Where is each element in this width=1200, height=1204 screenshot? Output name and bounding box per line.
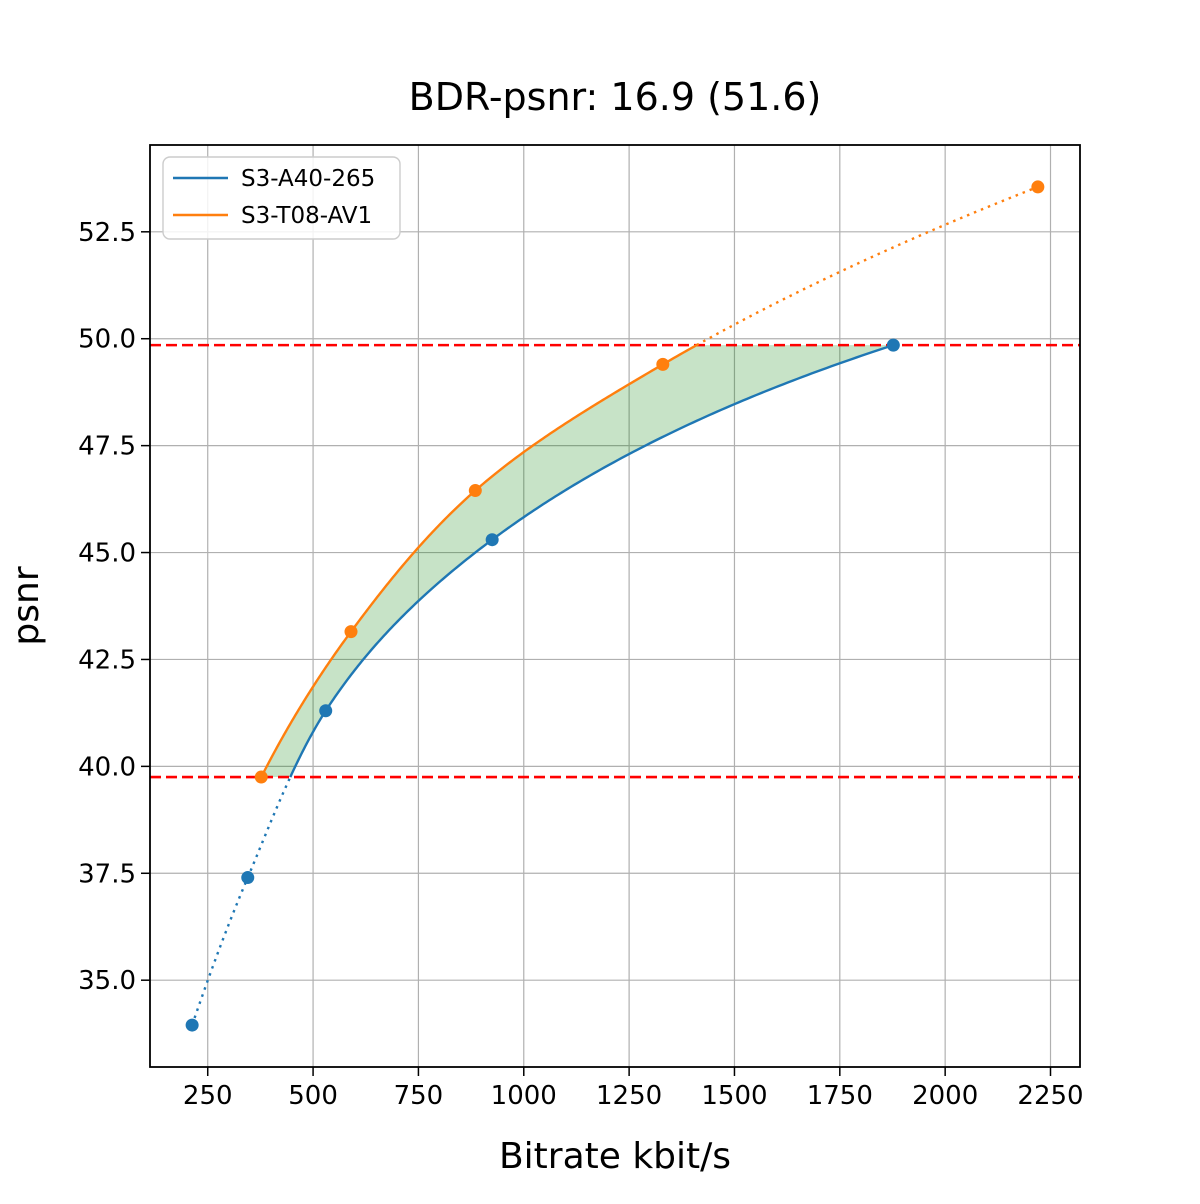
y-tick-label: 52.5 xyxy=(78,218,136,248)
y-tick-label: 45.0 xyxy=(78,539,136,569)
data-point-S3-A40-265 xyxy=(241,871,255,885)
x-tick-label: 1750 xyxy=(807,1081,873,1111)
y-tick-label: 40.0 xyxy=(78,752,136,782)
y-tick-label: 50.0 xyxy=(78,325,136,355)
x-tick-label: 250 xyxy=(183,1081,233,1111)
data-point-S3-T08-AV1 xyxy=(254,770,268,784)
data-point-S3-A40-265 xyxy=(185,1018,199,1032)
y-axis-label: psnr xyxy=(6,566,47,645)
x-axis-label: Bitrate kbit/s xyxy=(499,1136,731,1177)
x-tick-label: 1250 xyxy=(596,1081,662,1111)
data-point-S3-T08-AV1 xyxy=(344,625,358,639)
data-point-S3-A40-265 xyxy=(319,704,333,718)
data-point-S3-T08-AV1 xyxy=(656,357,670,371)
x-tick-label: 2000 xyxy=(912,1081,978,1111)
series-line-S3-T08-AV1 xyxy=(260,344,698,778)
series-line-dotted-S3-A40-265 xyxy=(191,776,292,1026)
x-tick-label: 1000 xyxy=(491,1081,557,1111)
series-line-dotted-S3-T08-AV1 xyxy=(696,185,1039,347)
legend-label-S3-A40-265: S3-A40-265 xyxy=(241,166,375,192)
data-point-S3-T08-AV1 xyxy=(468,484,482,498)
legend-label-S3-T08-AV1: S3-T08-AV1 xyxy=(241,203,372,229)
data-point-S3-T08-AV1 xyxy=(1031,180,1045,194)
x-tick-label: 2250 xyxy=(1017,1081,1083,1111)
data-point-S3-A40-265 xyxy=(485,533,499,547)
y-tick-label: 47.5 xyxy=(78,432,136,462)
y-tick-label: 35.0 xyxy=(78,966,136,996)
bd-shaded-region xyxy=(261,345,894,778)
y-tick-label: 42.5 xyxy=(78,645,136,675)
y-tick-label: 37.5 xyxy=(78,859,136,889)
axes-frame xyxy=(149,144,1081,1068)
x-tick-label: 500 xyxy=(288,1081,338,1111)
x-tick-label: 1500 xyxy=(701,1081,767,1111)
plot-area: 250 500 750 1000 1250 1500 1750 2000 2250 35.0 37.… xyxy=(78,144,1084,1111)
chart-title: BDR-psnr: 16.9 (51.6) xyxy=(409,75,822,119)
data-point-S3-A40-265 xyxy=(886,338,900,352)
x-tick-label: 750 xyxy=(394,1081,444,1111)
